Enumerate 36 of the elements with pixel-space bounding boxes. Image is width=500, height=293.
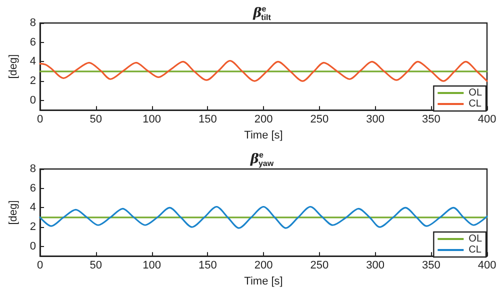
legend-label: OL bbox=[468, 88, 482, 98]
line-series bbox=[39, 206, 488, 229]
x-tick-label: 150 bbox=[198, 260, 217, 272]
y-axis-title: [deg] bbox=[8, 200, 20, 225]
x-tick-label: 400 bbox=[478, 260, 496, 272]
y-axis-title: [deg] bbox=[8, 54, 20, 79]
y-tick-label: 0 bbox=[30, 94, 36, 106]
x-tick-label: 250 bbox=[310, 114, 329, 126]
y-tick-label: 6 bbox=[30, 182, 36, 194]
x-tick-label: 400 bbox=[478, 114, 496, 126]
x-tick-label: 150 bbox=[198, 114, 217, 126]
legend-label: CL bbox=[468, 98, 482, 110]
x-tick-label: 100 bbox=[142, 114, 161, 126]
x-tick-label: 250 bbox=[310, 260, 329, 272]
x-tick-label: 50 bbox=[90, 114, 102, 126]
legend-label: CL bbox=[468, 244, 482, 256]
y-tick-label: 8 bbox=[30, 163, 36, 175]
x-tick-label: 50 bbox=[90, 260, 102, 272]
x-axis-title: Time [s] bbox=[244, 130, 283, 142]
line-series bbox=[39, 60, 488, 82]
y-tick-label: 8 bbox=[30, 17, 36, 29]
y-tick-label: 2 bbox=[30, 75, 36, 88]
legend-label: OL bbox=[468, 234, 482, 244]
x-tick-label: 200 bbox=[254, 114, 273, 126]
y-tick-label: 4 bbox=[30, 202, 36, 214]
y-tick-label: 2 bbox=[30, 221, 36, 234]
x-axis-title: Time [s] bbox=[244, 276, 283, 288]
x-tick-label: 350 bbox=[422, 260, 440, 272]
y-tick-label: 6 bbox=[30, 36, 36, 48]
x-tick-label: 300 bbox=[366, 114, 384, 126]
x-tick-label: 300 bbox=[366, 260, 384, 272]
x-tick-label: 200 bbox=[254, 260, 273, 272]
y-tick-label: 4 bbox=[30, 56, 36, 68]
y-tick-label: 0 bbox=[30, 240, 36, 252]
x-tick-label: 350 bbox=[422, 114, 440, 126]
x-tick-label: 100 bbox=[142, 260, 161, 272]
